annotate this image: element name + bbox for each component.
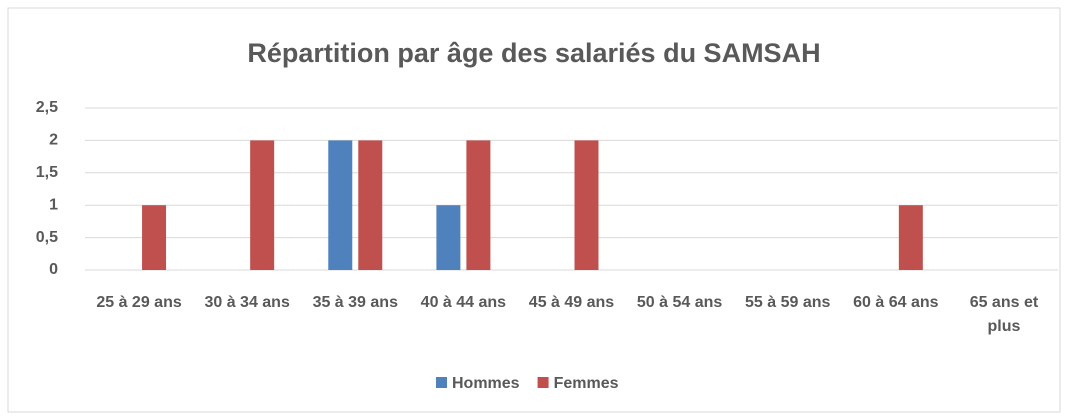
x-tick-label: 60 à 64 ans [853, 294, 939, 311]
bar [466, 140, 491, 270]
chart-title: Répartition par âge des salariés du SAMS… [247, 38, 820, 68]
x-tick-label: 35 à 39 ans [312, 294, 398, 311]
bar [574, 140, 599, 270]
chart-border [7, 7, 1061, 413]
y-tick-label: 1,5 [36, 164, 58, 181]
x-tick-label: 45 à 49 ans [528, 294, 615, 311]
x-tick-label: 25 à 29 ans [96, 294, 182, 311]
x-tick-label: 50 à 54 ans [636, 294, 723, 311]
legend-swatch [436, 377, 447, 388]
bar [250, 140, 275, 270]
legend-swatch [537, 377, 549, 388]
bar [898, 205, 923, 270]
y-tick-label: 1 [49, 196, 58, 213]
y-tick-label: 0 [49, 261, 58, 278]
legend-label: Hommes [452, 375, 520, 392]
x-tick-label: 40 à 44 ans [420, 294, 507, 311]
bar [328, 140, 353, 270]
y-tick-label: 2 [49, 132, 58, 149]
x-tick-label: 55 à 59 ans [745, 294, 831, 311]
x-tick-label: 65 ans et plus [969, 294, 1039, 335]
y-tick-label: 0,5 [36, 229, 58, 246]
bar [358, 140, 383, 270]
y-tick-label: 2,5 [36, 99, 58, 116]
bar [436, 205, 461, 270]
x-tick-label: 30 à 34 ans [204, 294, 290, 311]
bar [142, 205, 167, 270]
legend-label: Femmes [554, 375, 619, 392]
